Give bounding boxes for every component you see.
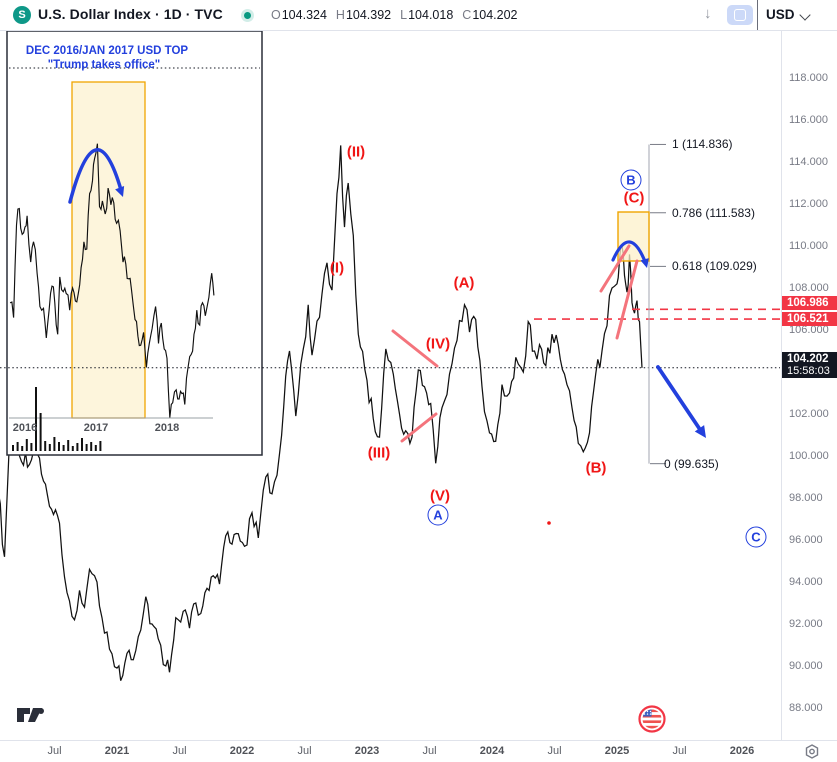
inset-volume-bar: [35, 387, 37, 451]
inset-chart-2016-2018: [6, 30, 263, 456]
inset-volume-bar: [94, 445, 97, 451]
inset-volume-bar: [16, 442, 19, 451]
inset-volume-bar: [30, 443, 33, 451]
price-axis-label: 110.000: [789, 240, 828, 252]
anchor-dot: [547, 521, 551, 525]
inset-price-series: [9, 143, 215, 418]
time-axis-label: 2021: [104, 745, 130, 757]
time-axis-label: Jul: [297, 745, 312, 757]
time-axis-label: Jul: [547, 745, 562, 757]
ohlc-l: L104.018: [400, 8, 454, 22]
arrowhead: [694, 425, 706, 438]
time-axis-label: Jul: [672, 745, 687, 757]
time-axis-label: 2023: [354, 745, 380, 757]
alert-price-badge: 106.986: [782, 296, 837, 311]
toolbar-separator: [757, 0, 758, 30]
time-axis-label: 2025: [604, 745, 630, 757]
inset-volume-bar: [76, 443, 79, 451]
inset-volume-bar: [39, 413, 42, 451]
us-flag-event-icon[interactable]: [638, 705, 666, 733]
price-axis-label: 102.000: [789, 408, 829, 420]
inset-volume-bar: [62, 445, 65, 451]
ohlc-c: C104.202: [462, 8, 518, 22]
ohlc-o: O104.324: [271, 8, 327, 22]
price-axis-label: 92.000: [789, 618, 823, 630]
price-axis-label: 112.000: [789, 198, 828, 210]
inset-highlight-box: [71, 81, 146, 419]
currency-selector[interactable]: USD: [766, 7, 795, 22]
symbol-title[interactable]: U.S. Dollar Index · 1D · TVC: [38, 6, 223, 22]
red-trendline[interactable]: [615, 259, 639, 340]
market-status-icon[interactable]: [241, 9, 254, 22]
projection-down-arrow[interactable]: [656, 365, 703, 433]
screenshot-button[interactable]: [727, 5, 753, 25]
symbol-logo-icon[interactable]: S: [13, 6, 31, 24]
price-axis-label: 90.000: [789, 660, 823, 672]
price-axis-label: 94.000: [789, 576, 823, 588]
time-axis-label: Jul: [47, 745, 62, 757]
inset-volume-bar: [67, 440, 70, 451]
red-trendline[interactable]: [400, 412, 438, 443]
last-price-badge: 104.202 15:58:03: [782, 351, 837, 378]
red-trendline[interactable]: [391, 329, 439, 368]
chevron-down-icon: [799, 9, 811, 21]
ohlc-values: O104.324 H104.392 L104.018 C104.202: [271, 8, 518, 22]
price-axis-label: 98.000: [789, 492, 823, 504]
inset-top-arc-arrow: [68, 148, 123, 204]
tradingview-logo[interactable]: [16, 706, 50, 726]
time-axis-label: 2026: [729, 745, 755, 757]
price-axis-label: 116.000: [789, 114, 828, 126]
price-axis-label: 88.000: [789, 702, 823, 714]
inset-volume-bar: [85, 444, 88, 451]
arrowhead: [115, 186, 125, 197]
inset-volume-bar: [58, 442, 60, 451]
price-axis-label: 100.000: [789, 450, 829, 462]
price-axis-label: 108.000: [789, 282, 829, 294]
ohlc-h: H104.392: [335, 8, 392, 22]
time-axis[interactable]: Jul 2021 Jul 2022 Jul 2023 Jul 2024 Jul 2025 Jul 20…: [0, 740, 837, 762]
inset-volume-bar: [44, 441, 47, 451]
scroll-down-icon[interactable]: ↓: [704, 5, 712, 22]
red-trendline[interactable]: [599, 244, 631, 293]
time-axis-label: 2022: [229, 745, 255, 757]
time-axis-label: Jul: [172, 745, 187, 757]
time-axis-label: 2024: [479, 745, 505, 757]
price-axis-label: 96.000: [789, 534, 823, 546]
time-axis-label: Jul: [422, 745, 437, 757]
inset-volume-bar: [99, 441, 102, 451]
chart-toolbar: S U.S. Dollar Index · 1D · TVC O104.324 H…: [0, 0, 837, 31]
fib-retracement[interactable]: [648, 143, 666, 465]
inset-volume-bar: [21, 446, 24, 451]
inset-volume-bar: [12, 445, 14, 451]
inset-volume-bar: [71, 446, 74, 451]
inset-volume-bar: [81, 438, 83, 451]
price-axis-label: 118.000: [789, 72, 828, 84]
price-axis[interactable]: 118.000 116.000 114.000 112.000 110.000 108.0…: [781, 30, 837, 762]
inset-volume-bar: [90, 442, 93, 451]
inset-volume-bar: [48, 444, 51, 451]
alert-price-badge: 106.521: [782, 312, 837, 327]
inset-volume-bar: [53, 437, 56, 451]
last-price-time: 15:58:03: [787, 364, 830, 377]
price-axis-label: 106.000: [789, 324, 829, 336]
price-axis-label: 114.000: [789, 156, 828, 168]
dxy-price-series: [0, 145, 643, 681]
top-arc-arrow[interactable]: [611, 240, 648, 266]
axis-settings-gear-icon[interactable]: [802, 743, 822, 761]
inset-volume-bar: [25, 439, 28, 451]
arrowhead: [640, 258, 649, 268]
